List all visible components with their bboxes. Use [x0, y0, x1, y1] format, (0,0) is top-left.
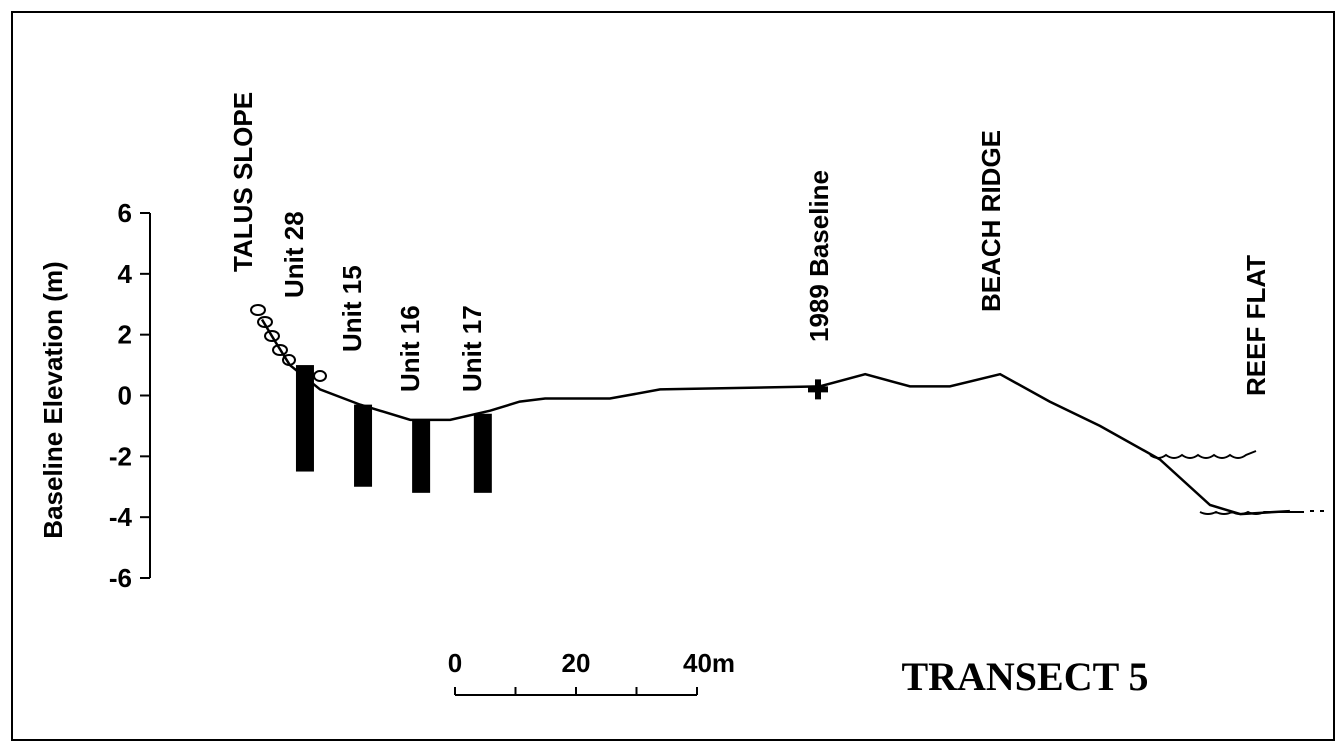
feature-label: TALUS SLOPE — [228, 92, 258, 272]
unit-label: Unit 28 — [279, 211, 309, 298]
unit-core — [474, 414, 492, 493]
unit-core — [296, 365, 314, 471]
y-tick-label: -6 — [109, 563, 132, 593]
y-axis-label: Baseline Elevation (m) — [38, 261, 68, 538]
frame — [12, 12, 1334, 740]
unit-label: Unit 16 — [395, 305, 425, 392]
figure: TRANSECT 5 Baseline Elevation (m) 6420-2… — [0, 0, 1340, 749]
y-tick-label: 2 — [118, 320, 132, 350]
title: TRANSECT 5 — [901, 654, 1148, 699]
water-surface — [1150, 451, 1256, 458]
y-tick-label: 0 — [118, 381, 132, 411]
baseline-marker — [808, 379, 828, 399]
unit-core — [354, 405, 372, 487]
scale-label: 20 — [562, 648, 591, 678]
unit-label: Unit 15 — [337, 265, 367, 352]
scale-label: 0 — [448, 648, 462, 678]
talus-boulders — [251, 305, 326, 381]
unit-label: Unit 17 — [457, 305, 487, 392]
feature-label: 1989 Baseline — [804, 170, 834, 342]
y-tick-label: 4 — [118, 259, 133, 289]
y-tick-label: -4 — [109, 502, 133, 532]
y-tick-label: -2 — [109, 441, 132, 471]
feature-label: BEACH RIDGE — [976, 130, 1006, 312]
y-tick-label: 6 — [118, 198, 132, 228]
scale-label: 40m — [683, 648, 735, 678]
unit-core — [412, 420, 430, 493]
feature-label: REEF FLAT — [1241, 255, 1271, 396]
